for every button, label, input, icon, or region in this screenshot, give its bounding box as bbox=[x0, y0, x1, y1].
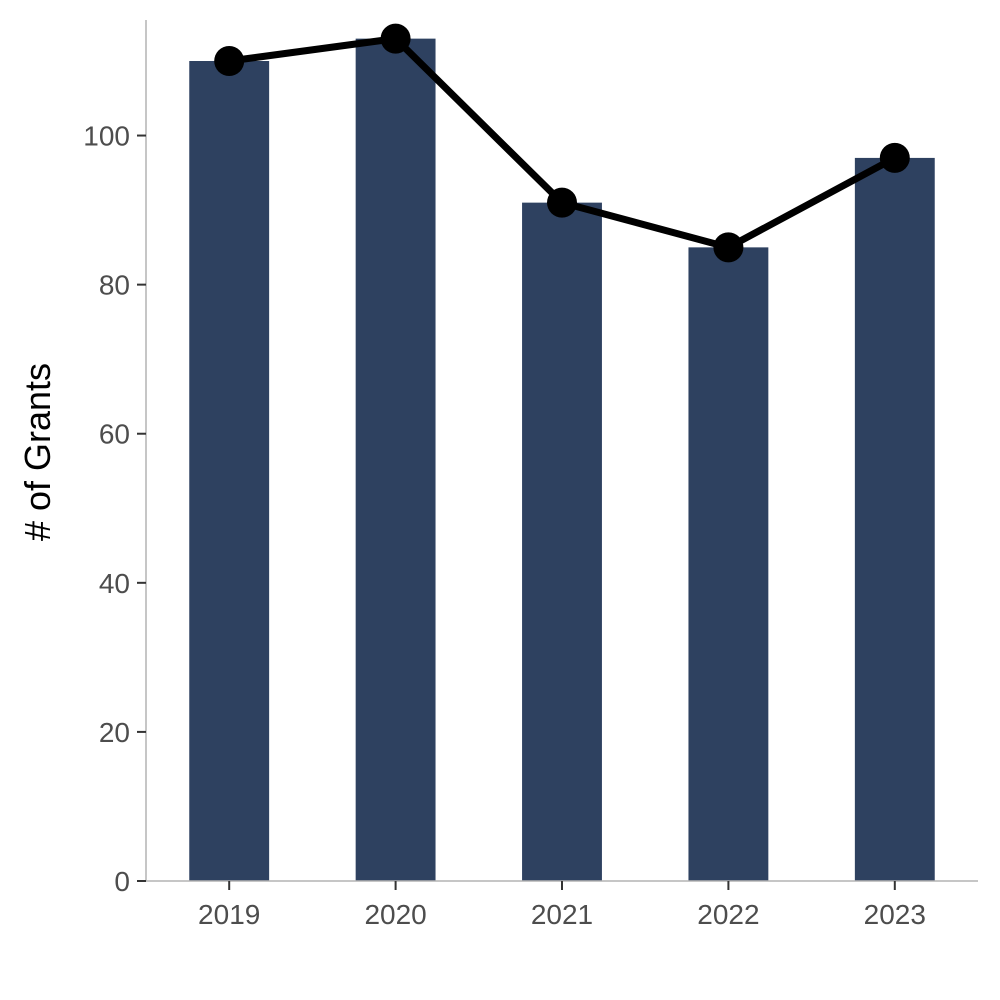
y-tick-label-20: 20 bbox=[99, 717, 130, 748]
bar-2020 bbox=[355, 38, 436, 882]
y-tick-label-0: 0 bbox=[114, 866, 130, 897]
y-axis-title: # of Grants bbox=[17, 363, 58, 541]
line-point-2023 bbox=[879, 142, 910, 173]
line-point-2022 bbox=[713, 232, 744, 263]
line-point-2020 bbox=[380, 23, 411, 54]
x-tick-label-2020: 2020 bbox=[364, 899, 426, 930]
y-tick-label-100: 100 bbox=[83, 121, 130, 152]
x-tick-label-2022: 2022 bbox=[697, 899, 759, 930]
bar-2019 bbox=[189, 61, 270, 881]
bar-2022 bbox=[688, 247, 769, 881]
y-ticks: 0 20 40 60 80 100 bbox=[83, 121, 146, 897]
y-tick-label-60: 60 bbox=[99, 419, 130, 450]
x-tick-label-2019: 2019 bbox=[198, 899, 260, 930]
y-tick-label-40: 40 bbox=[99, 568, 130, 599]
bar-2021 bbox=[522, 202, 602, 882]
bars-layer bbox=[189, 38, 935, 882]
bar-2023 bbox=[854, 157, 935, 882]
line-point-2021 bbox=[547, 187, 577, 218]
x-ticks: 2019 2020 2021 2022 2023 bbox=[198, 881, 926, 930]
line-point-2019 bbox=[214, 46, 245, 76]
x-tick-label-2021: 2021 bbox=[531, 899, 593, 930]
y-tick-label-80: 80 bbox=[99, 270, 130, 301]
line-series-layer bbox=[214, 23, 910, 263]
x-tick-label-2023: 2023 bbox=[864, 899, 926, 930]
